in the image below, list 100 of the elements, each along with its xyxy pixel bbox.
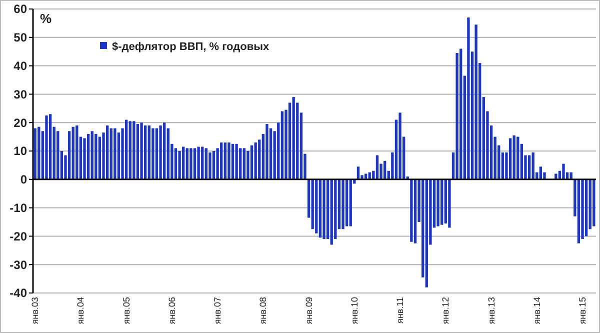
- y-tick-label: -30: [10, 258, 28, 272]
- bar: [48, 114, 52, 180]
- bar: [186, 148, 188, 180]
- x-tick-label: янв.05: [121, 297, 132, 324]
- bar: [345, 179, 348, 226]
- bar: [148, 125, 150, 180]
- x-tick-label: янв.10: [349, 297, 360, 324]
- bar: [152, 128, 154, 180]
- y-tick-label: -10: [10, 201, 28, 215]
- bar: [182, 146, 185, 180]
- bar: [315, 179, 318, 234]
- y-tick-label: 20: [14, 116, 28, 130]
- bar: [440, 179, 444, 225]
- bar: [124, 120, 128, 180]
- bar: [425, 179, 428, 288]
- bar: [197, 146, 200, 180]
- bar: [349, 179, 352, 226]
- bar: [508, 138, 512, 180]
- y-tick-label: -20: [10, 229, 28, 244]
- bar: [228, 142, 230, 180]
- x-tick-label: янв.08: [258, 297, 268, 324]
- y-axis-title: %: [40, 11, 52, 26]
- y-tick-label: 40: [14, 59, 28, 73]
- x-tick-label: янв.03: [30, 297, 40, 324]
- bar: [72, 126, 74, 180]
- bar: [532, 152, 534, 180]
- bar: [193, 148, 196, 180]
- legend-label: $-дефлятор ВВП, % годовых: [112, 40, 270, 53]
- bar: [460, 48, 462, 180]
- bar: [266, 124, 268, 180]
- bar: [136, 124, 140, 180]
- bar: [235, 144, 238, 180]
- x-tick-label: янв.12: [440, 297, 451, 324]
- bar: [292, 97, 295, 180]
- y-tick-label: 60: [14, 2, 28, 16]
- bar: [398, 112, 402, 180]
- y-tick-label: 0: [20, 172, 28, 187]
- bar: [224, 142, 226, 180]
- y-tick-label: 50: [14, 30, 28, 45]
- bar: [280, 111, 284, 180]
- x-tick-label: янв.11: [395, 297, 406, 324]
- bar: [86, 134, 90, 180]
- bar: [512, 135, 516, 180]
- bar: [155, 128, 158, 180]
- bar: [584, 179, 588, 236]
- bar: [516, 136, 520, 180]
- bar: [159, 125, 162, 180]
- bar: [581, 179, 584, 240]
- bar: [269, 128, 272, 180]
- bar: [190, 148, 192, 180]
- bar: [98, 136, 102, 180]
- bar: [83, 138, 86, 180]
- bar: [204, 148, 208, 180]
- bar: [110, 128, 112, 180]
- bar: [318, 179, 322, 238]
- bar: [76, 125, 78, 180]
- x-tick-label: янв.14: [532, 297, 542, 324]
- bar: [163, 122, 166, 180]
- bar: [128, 121, 132, 180]
- bar: [220, 142, 223, 180]
- bar: [239, 148, 242, 180]
- bar: [212, 151, 216, 180]
- bar: [444, 179, 447, 224]
- bar: [90, 131, 94, 180]
- bar: [474, 24, 478, 180]
- bar: [414, 179, 417, 244]
- bar: [342, 179, 344, 230]
- bar: [132, 121, 136, 180]
- bar: [68, 131, 71, 180]
- bar: [174, 148, 178, 180]
- bar: [242, 148, 246, 180]
- bar: [56, 131, 60, 180]
- bar: [140, 122, 143, 180]
- bar: [330, 179, 333, 245]
- bar: [231, 144, 234, 180]
- x-tick-label: янв.15: [578, 297, 588, 324]
- bar: [456, 53, 458, 180]
- x-tick-label: янв.13: [486, 297, 496, 324]
- bar: [592, 179, 596, 226]
- bar: [562, 164, 565, 180]
- x-tick-label: янв.06: [166, 297, 177, 324]
- bar: [94, 134, 98, 180]
- bar: [436, 179, 440, 226]
- bar: [322, 179, 326, 240]
- bar: [448, 179, 451, 228]
- bar: [144, 125, 147, 180]
- bar: [467, 18, 470, 180]
- y-tick-label: 30: [14, 87, 28, 102]
- bar: [254, 142, 257, 180]
- bar: [34, 128, 36, 180]
- bar: [410, 179, 413, 242]
- x-tick-label: янв.04: [76, 297, 86, 324]
- bar: [208, 152, 212, 180]
- x-tick-label: янв.07: [212, 297, 223, 324]
- bar: [106, 125, 109, 180]
- x-tick-label: янв.09: [304, 297, 314, 324]
- bar: [250, 145, 254, 180]
- bar: [38, 126, 40, 180]
- bar: [577, 179, 580, 244]
- bar: [45, 116, 48, 180]
